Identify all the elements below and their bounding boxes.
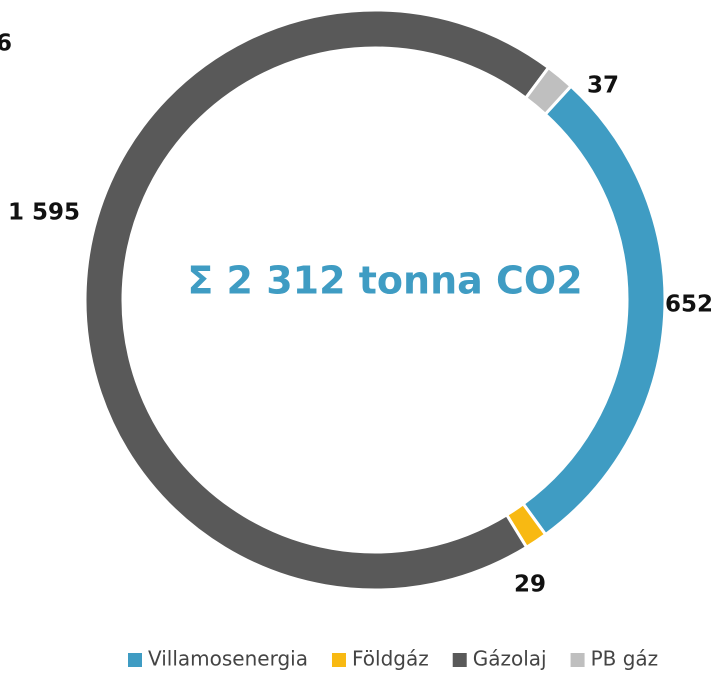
legend-swatch: [331, 653, 346, 667]
data-label: 1 595: [8, 200, 80, 226]
data-label: 652: [665, 292, 713, 318]
legend-label: Villamosenergia: [148, 647, 308, 671]
data-label: 29: [514, 572, 546, 598]
data-label: 37: [587, 73, 619, 99]
donut-segment: [523, 65, 574, 117]
donut-segment: [521, 84, 667, 537]
donut-segment: [83, 8, 551, 592]
legend-swatch: [128, 653, 142, 667]
corner-text: 6: [0, 31, 12, 57]
legend-label: Gázolaj: [473, 647, 547, 671]
center-text: Σ 2 312 tonna CO2: [187, 259, 582, 303]
legend-swatch: [570, 653, 585, 667]
legend-label: PB gáz: [591, 647, 659, 671]
legend-swatch: [452, 653, 467, 667]
legend-label: Földgáz: [352, 647, 429, 671]
